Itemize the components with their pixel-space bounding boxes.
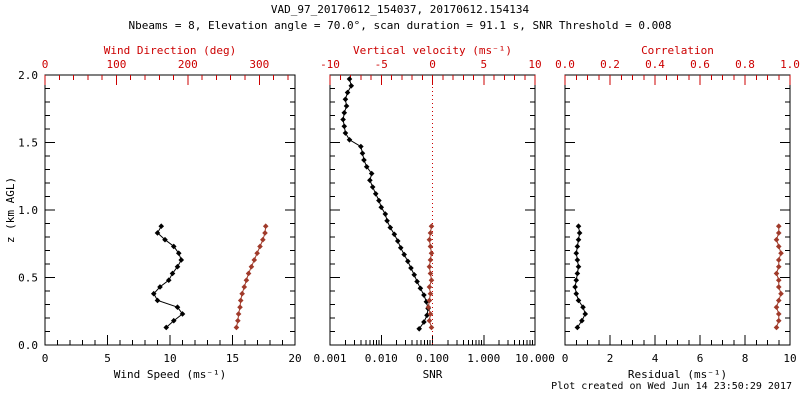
series-residual <box>574 226 586 328</box>
svg-text:200: 200 <box>178 58 198 71</box>
svg-text:0.5: 0.5 <box>18 272 38 285</box>
svg-text:1.000: 1.000 <box>467 352 500 365</box>
snr-panel: 0.001 0.010 0.100 1.000 10.000 SNR -10 -5 0 5 10 Ve… <box>313 44 554 381</box>
svg-text:0: 0 <box>42 58 49 71</box>
svg-text:0.100: 0.100 <box>416 352 449 365</box>
svg-text:0: 0 <box>42 352 49 365</box>
svg-text:0: 0 <box>429 58 436 71</box>
svg-text:Correlation: Correlation <box>641 44 714 57</box>
svg-text:1.0: 1.0 <box>18 204 38 217</box>
svg-text:Residual (ms⁻¹): Residual (ms⁻¹) <box>628 368 727 381</box>
svg-text:0.010: 0.010 <box>365 352 398 365</box>
svg-text:0.001: 0.001 <box>313 352 346 365</box>
svg-text:z (km AGL): z (km AGL) <box>4 177 17 243</box>
svg-text:4: 4 <box>652 352 659 365</box>
svg-text:2.0: 2.0 <box>18 69 38 82</box>
svg-text:0.2: 0.2 <box>600 58 620 71</box>
wind-panel: 0.0 0.5 1.0 1.5 2.0 z (km AGL) 0 5 10 15 20 Wind Sp… <box>4 44 302 381</box>
svg-text:SNR: SNR <box>423 368 443 381</box>
svg-text:5: 5 <box>480 58 487 71</box>
svg-text:0: 0 <box>562 352 569 365</box>
series-snr <box>342 78 429 330</box>
svg-text:Vertical velocity (ms⁻¹): Vertical velocity (ms⁻¹) <box>353 44 512 57</box>
svg-text:10: 10 <box>783 352 796 365</box>
plot-title: VAD_97_20170612_154037, 20170612.154134 <box>270 3 530 16</box>
svg-text:1.5: 1.5 <box>18 137 38 150</box>
svg-text:0.4: 0.4 <box>645 58 665 71</box>
svg-text:2: 2 <box>607 352 614 365</box>
residual-panel: 0 2 4 6 8 10 Residual (ms⁻¹) 0.0 0.2 0.4 0.6 0.8 1.0… <box>555 44 800 381</box>
svg-text:0.0: 0.0 <box>18 339 38 352</box>
creation-timestamp: Plot created on Wed Jun 14 23:50:29 2017 <box>551 381 792 392</box>
svg-text:15: 15 <box>226 352 239 365</box>
svg-text:Wind Speed (ms⁻¹): Wind Speed (ms⁻¹) <box>114 368 227 381</box>
svg-text:0.8: 0.8 <box>735 58 755 71</box>
svg-text:-5: -5 <box>375 58 388 71</box>
svg-text:0.6: 0.6 <box>690 58 710 71</box>
series-vertical_velocity <box>427 226 433 328</box>
svg-text:5: 5 <box>104 352 111 365</box>
svg-text:300: 300 <box>249 58 269 71</box>
svg-text:1.0: 1.0 <box>780 58 800 71</box>
svg-text:10.000: 10.000 <box>515 352 555 365</box>
svg-text:20: 20 <box>288 352 301 365</box>
svg-text:6: 6 <box>697 352 704 365</box>
series-correlation <box>775 226 782 328</box>
series-wind_direction <box>235 226 267 328</box>
svg-text:-10: -10 <box>320 58 340 71</box>
plot-subtitle: Nbeams = 8, Elevation angle = 70.0°, sca… <box>128 19 672 32</box>
svg-text:10: 10 <box>163 352 176 365</box>
svg-text:100: 100 <box>106 58 126 71</box>
svg-text:8: 8 <box>742 352 749 365</box>
svg-text:Wind Direction (deg): Wind Direction (deg) <box>104 44 236 57</box>
svg-text:0.0: 0.0 <box>555 58 575 71</box>
series-wind_speed <box>153 225 184 328</box>
svg-text:10: 10 <box>528 58 541 71</box>
